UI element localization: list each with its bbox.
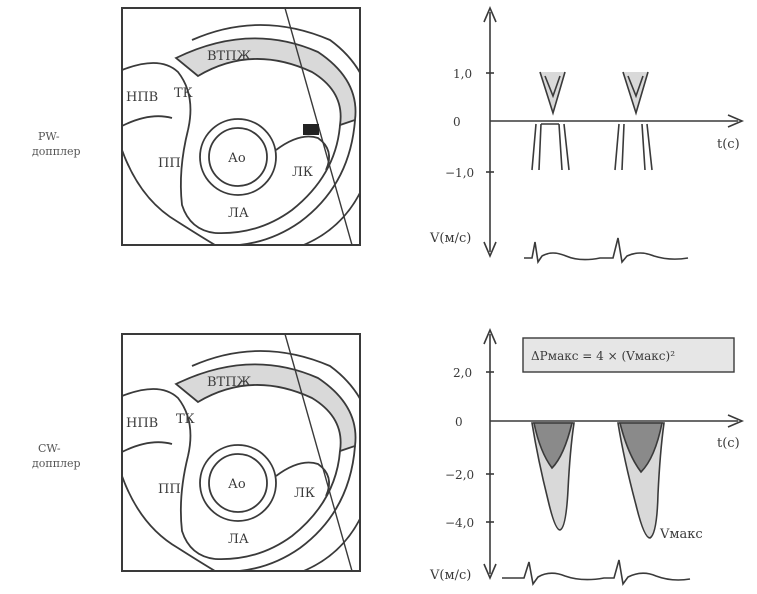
cw-label-npv: НПВ <box>126 416 158 431</box>
cw-rvot-band <box>174 363 357 453</box>
pw-label-ao: Ао <box>228 151 246 166</box>
cw-tick-neg-4-0: −4,0 <box>445 516 474 530</box>
cw-y-axis-arrow-down <box>483 563 497 581</box>
pw-y-axis-arrow-up <box>483 5 497 23</box>
cw-label-line2: допплер <box>32 457 81 470</box>
cw-ivc-upper <box>122 388 192 457</box>
cw-tick-neg-2-0: −2,0 <box>445 468 474 482</box>
cw-ra-wall <box>179 455 216 560</box>
pw-ivc-lower <box>122 115 173 127</box>
pw-rvot-band <box>174 37 357 127</box>
cw-label-lk: ЛК <box>294 486 315 501</box>
pw-beat2-up-cone <box>622 71 649 116</box>
cw-label-vtpzh: ВТПЖ <box>207 375 252 390</box>
pw-label-vtpzh: ВТПЖ <box>207 49 252 64</box>
pw-aorta-inner <box>208 127 268 187</box>
cw-label-ao: Ао <box>228 477 246 492</box>
cw-doppler-plot <box>483 327 745 587</box>
cw-ecg-trace <box>502 559 691 587</box>
pw-y-axis-arrow-down <box>483 241 497 259</box>
cw-x-axis-arrow <box>727 414 745 428</box>
pw-label-tk: ТК <box>174 86 193 101</box>
pw-doppler-plot <box>483 5 745 265</box>
pw-y-label: V(м/с) <box>429 231 471 246</box>
cw-tick-0: 0 <box>455 415 463 429</box>
pw-ecg-trace <box>524 237 689 265</box>
cw-lv-wall <box>210 445 356 571</box>
cw-y-axis-arrow-up <box>483 327 497 345</box>
pw-ra-outer <box>122 149 216 245</box>
pw-x-axis-arrow <box>727 114 745 128</box>
pw-mitral-leaflet <box>275 135 330 171</box>
cw-aorta-outer <box>199 444 277 522</box>
cw-label-la: ЛА <box>228 532 249 547</box>
cw-x-label: t(с) <box>717 436 740 451</box>
pw-aorta-outer <box>199 118 277 196</box>
pw-label-lk: ЛК <box>292 165 313 180</box>
pw-sample-volume <box>303 124 319 135</box>
pw-ivc-upper <box>122 62 192 131</box>
pw-beat2-down-channel <box>614 123 653 171</box>
cw-label-line1: CW- <box>38 442 61 455</box>
cw-label-tk: ТК <box>176 412 195 427</box>
cw-beat1-core <box>533 422 574 470</box>
cw-tick-2-0: 2,0 <box>453 366 472 380</box>
pw-lv-wall <box>210 119 356 245</box>
cw-lv-inner <box>214 450 341 561</box>
pw-beat1-up-cone <box>539 71 566 116</box>
cw-label-pp: ПП <box>158 482 181 497</box>
cw-y-label: V(м/с) <box>429 568 471 583</box>
pw-label-la: ЛА <box>228 206 249 221</box>
pw-beat2-up-inner <box>627 75 644 99</box>
pw-label-npv: НПВ <box>126 90 158 105</box>
pw-tick-1-0: 1,0 <box>453 67 472 81</box>
cw-ra-outer <box>122 475 216 571</box>
pw-lv-inner <box>214 124 341 235</box>
cw-beat2-core <box>618 422 663 474</box>
pw-tick-neg-1-0: −1,0 <box>445 166 474 180</box>
pw-heart-diagram: ВТПЖ НПВ ТК Ао ПП ЛК ЛА <box>121 7 361 246</box>
pw-label-line2: допплер <box>32 145 81 158</box>
cw-aorta-inner <box>208 453 268 513</box>
pw-ra-wall <box>179 129 216 234</box>
pw-beat1-up-inner <box>544 75 561 99</box>
cw-doppler-cursor <box>284 334 353 571</box>
pw-label-pp: ПП <box>158 156 181 171</box>
pw-label-line1: PW- <box>38 130 60 143</box>
cw-formula-text: ΔPмакс = 4 × (Vмакс)² <box>531 349 675 363</box>
cw-vmax-label: Vмакс <box>659 527 703 542</box>
pw-tick-0: 0 <box>453 115 461 129</box>
cw-formula-box <box>522 337 735 373</box>
pw-beat1-down-channel <box>531 123 570 171</box>
cw-heart-diagram: ВТПЖ НПВ ТК Ао ПП ЛК ЛА <box>121 333 361 572</box>
cw-mitral-leaflet <box>275 461 330 497</box>
cw-ivc-lower <box>122 441 173 453</box>
pw-x-label: t(с) <box>717 137 740 152</box>
